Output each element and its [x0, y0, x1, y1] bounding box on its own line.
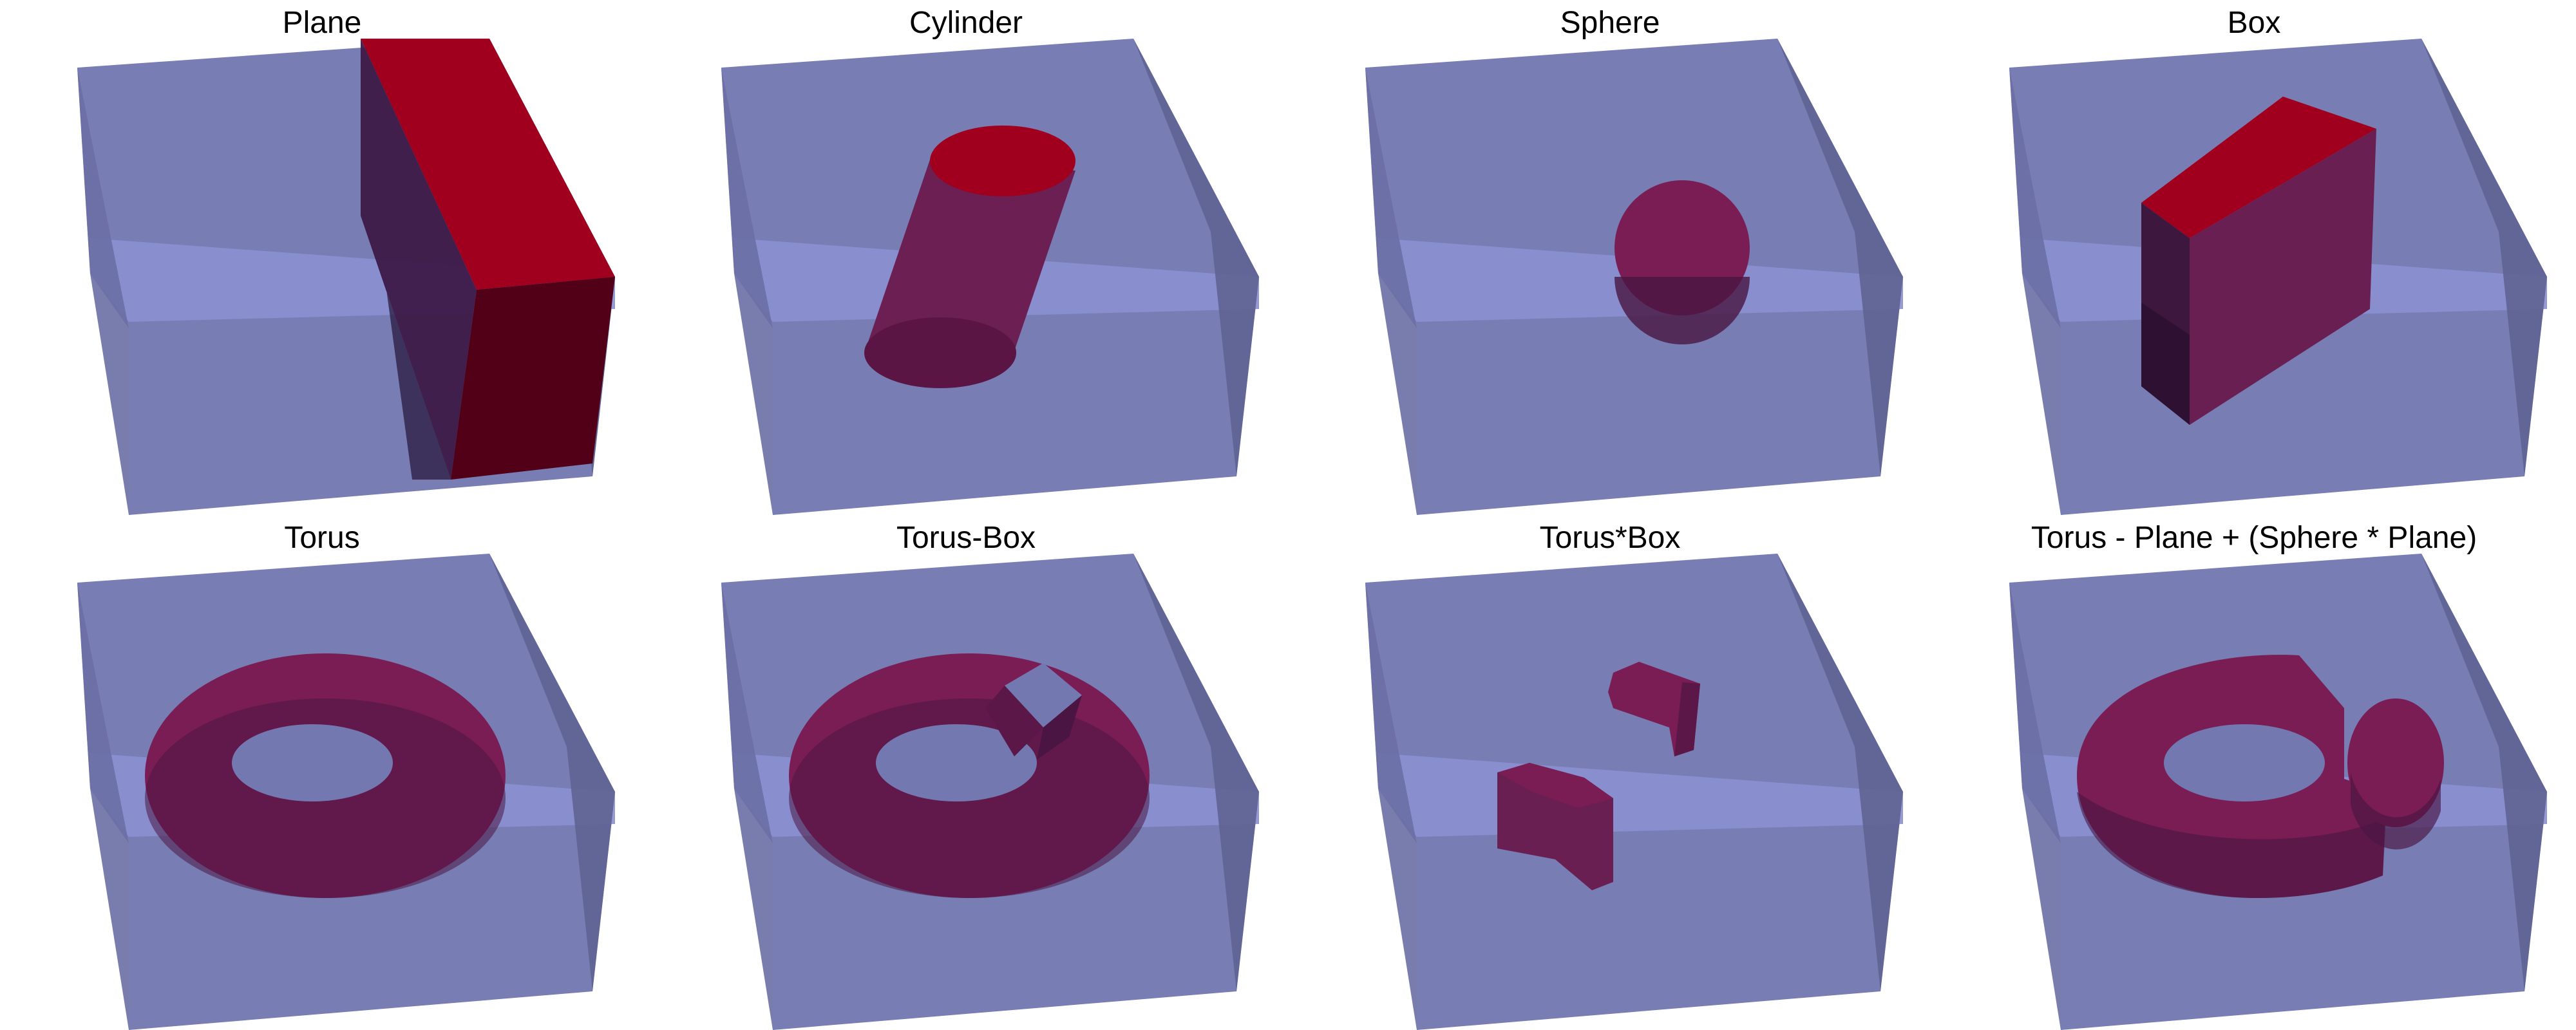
panel-plane: Plane: [0, 0, 644, 515]
panel-title: Torus*Box: [1539, 521, 1681, 555]
panel-torus-minus-box: Torus-Box: [644, 515, 1288, 1030]
torus-scene: [77, 554, 615, 1030]
torus-times-box-solid: [1497, 662, 1700, 890]
panel-title: Torus: [284, 521, 360, 555]
torus-minus-box-solid: [789, 653, 1150, 898]
box-scene: [2009, 39, 2547, 515]
sphere-solid: [1615, 180, 1750, 344]
box-solid: [2141, 97, 2376, 425]
panel-torus: Torus: [0, 515, 644, 1030]
panel-title: Cylinder: [909, 6, 1023, 40]
cylinder-scene: [721, 39, 1259, 515]
panel-title: Box: [2227, 6, 2281, 40]
panel-title: Torus-Box: [896, 521, 1036, 555]
combined-solid: [2077, 655, 2444, 898]
plane-scene: [77, 39, 615, 515]
panel-cylinder: Cylinder: [644, 0, 1288, 515]
torus-times-box-scene: [1365, 554, 1903, 1030]
plane-solid: [361, 39, 615, 480]
torus-minus-box-scene: [721, 554, 1259, 1030]
panel-title: Sphere: [1560, 6, 1660, 40]
panel-box: Box: [1932, 0, 2576, 515]
panel-combined: Torus - Plane + (Sphere * Plane): [1932, 515, 2576, 1030]
panel-title: Plane: [282, 6, 362, 40]
panel-title: Torus - Plane + (Sphere * Plane): [2031, 521, 2477, 555]
transparent-box: [1365, 554, 1903, 1030]
panel-torus-times-box: Torus*Box: [1288, 515, 1932, 1030]
cylinder-solid: [864, 126, 1075, 388]
combined-scene: [2009, 554, 2547, 1030]
panel-sphere: Sphere: [1288, 0, 1932, 515]
sphere-scene: [1365, 39, 1903, 515]
torus-solid: [145, 653, 506, 898]
